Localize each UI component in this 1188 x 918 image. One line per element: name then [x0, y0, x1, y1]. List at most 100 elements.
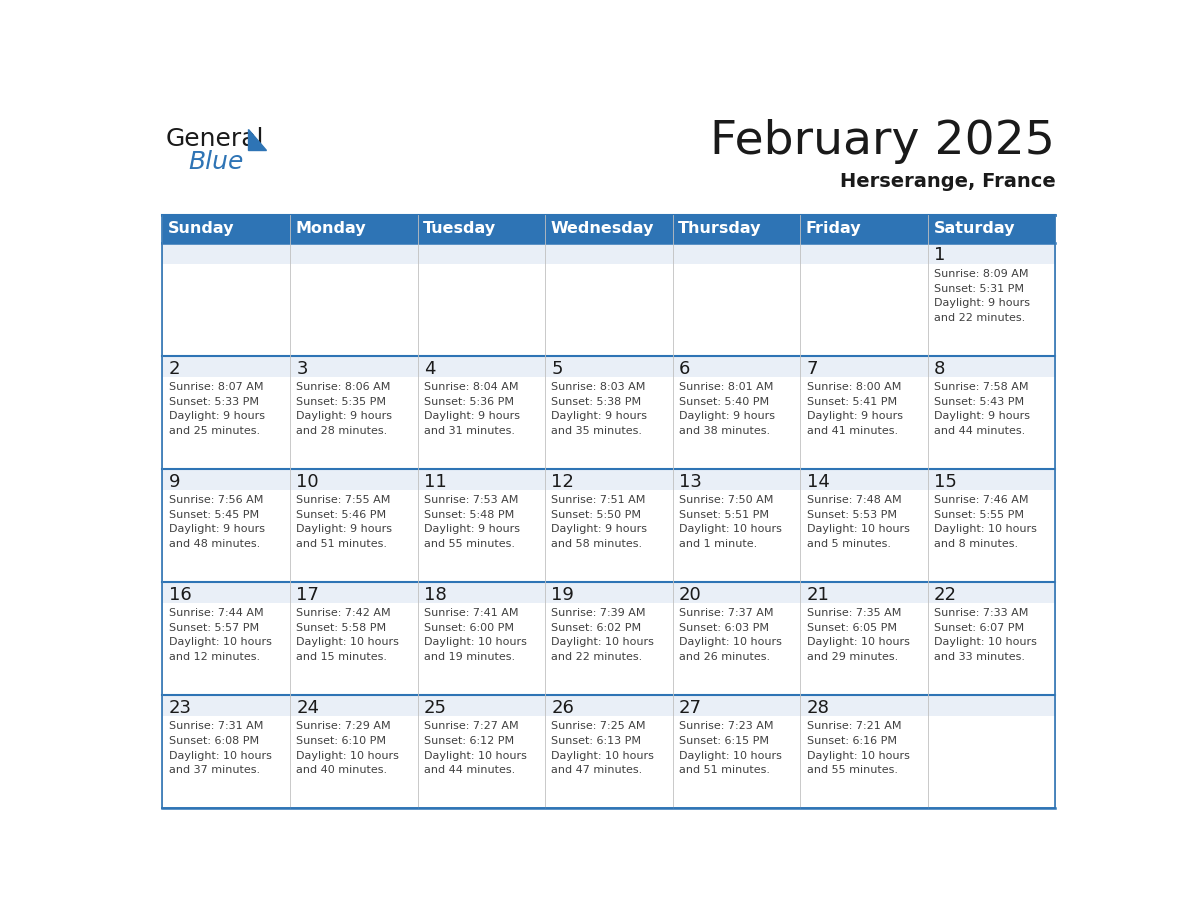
Bar [545, 264, 672, 355]
Text: 9: 9 [169, 473, 181, 490]
Bar [545, 469, 672, 490]
Bar [801, 695, 928, 716]
Bar [417, 695, 545, 716]
Bar [672, 582, 801, 603]
Bar [417, 490, 545, 582]
Bar [545, 490, 672, 582]
Text: 8: 8 [934, 360, 946, 377]
Bar [545, 716, 672, 808]
Bar [163, 603, 290, 695]
Text: Sunrise: 7:21 AM
Sunset: 6:16 PM
Daylight: 10 hours
and 55 minutes.: Sunrise: 7:21 AM Sunset: 6:16 PM Dayligh… [807, 721, 910, 776]
Text: 17: 17 [296, 586, 320, 604]
Text: Sunrise: 7:50 AM
Sunset: 5:51 PM
Daylight: 10 hours
and 1 minute.: Sunrise: 7:50 AM Sunset: 5:51 PM Dayligh… [680, 495, 782, 549]
Bar [163, 264, 290, 355]
Text: 16: 16 [169, 586, 191, 604]
Bar [290, 264, 417, 355]
Text: 15: 15 [934, 473, 958, 490]
Bar [290, 716, 417, 808]
Text: Sunrise: 8:07 AM
Sunset: 5:33 PM
Daylight: 9 hours
and 25 minutes.: Sunrise: 8:07 AM Sunset: 5:33 PM Dayligh… [169, 382, 265, 436]
Text: Sunrise: 7:58 AM
Sunset: 5:43 PM
Daylight: 9 hours
and 44 minutes.: Sunrise: 7:58 AM Sunset: 5:43 PM Dayligh… [934, 382, 1030, 436]
Bar [163, 490, 290, 582]
Text: Blue: Blue [189, 150, 245, 174]
Bar [163, 716, 290, 808]
Bar [801, 355, 928, 377]
Text: Sunrise: 8:06 AM
Sunset: 5:35 PM
Daylight: 9 hours
and 28 minutes.: Sunrise: 8:06 AM Sunset: 5:35 PM Dayligh… [296, 382, 392, 436]
Text: Sunrise: 7:56 AM
Sunset: 5:45 PM
Daylight: 9 hours
and 48 minutes.: Sunrise: 7:56 AM Sunset: 5:45 PM Dayligh… [169, 495, 265, 549]
Bar [801, 469, 928, 490]
Bar [417, 716, 545, 808]
Bar [672, 716, 801, 808]
Bar [290, 469, 417, 490]
Text: Wednesday: Wednesday [551, 221, 655, 237]
Text: Thursday: Thursday [678, 221, 762, 237]
Text: Sunrise: 7:48 AM
Sunset: 5:53 PM
Daylight: 10 hours
and 5 minutes.: Sunrise: 7:48 AM Sunset: 5:53 PM Dayligh… [807, 495, 910, 549]
Text: 5: 5 [551, 360, 563, 377]
Text: Sunrise: 8:04 AM
Sunset: 5:36 PM
Daylight: 9 hours
and 31 minutes.: Sunrise: 8:04 AM Sunset: 5:36 PM Dayligh… [424, 382, 520, 436]
Text: Sunrise: 7:42 AM
Sunset: 5:58 PM
Daylight: 10 hours
and 15 minutes.: Sunrise: 7:42 AM Sunset: 5:58 PM Dayligh… [296, 608, 399, 662]
Text: Monday: Monday [296, 221, 366, 237]
Text: Sunrise: 8:09 AM
Sunset: 5:31 PM
Daylight: 9 hours
and 22 minutes.: Sunrise: 8:09 AM Sunset: 5:31 PM Dayligh… [934, 269, 1030, 323]
Text: Saturday: Saturday [934, 221, 1015, 237]
Bar [163, 377, 290, 469]
Text: Tuesday: Tuesday [423, 221, 497, 237]
Text: Sunrise: 7:41 AM
Sunset: 6:00 PM
Daylight: 10 hours
and 19 minutes.: Sunrise: 7:41 AM Sunset: 6:00 PM Dayligh… [424, 608, 526, 662]
Text: 14: 14 [807, 473, 829, 490]
Bar [545, 582, 672, 603]
Bar [801, 264, 928, 355]
Text: Sunrise: 8:00 AM
Sunset: 5:41 PM
Daylight: 9 hours
and 41 minutes.: Sunrise: 8:00 AM Sunset: 5:41 PM Dayligh… [807, 382, 903, 436]
Text: Sunrise: 7:23 AM
Sunset: 6:15 PM
Daylight: 10 hours
and 51 minutes.: Sunrise: 7:23 AM Sunset: 6:15 PM Dayligh… [680, 721, 782, 776]
Text: Sunrise: 8:03 AM
Sunset: 5:38 PM
Daylight: 9 hours
and 35 minutes.: Sunrise: 8:03 AM Sunset: 5:38 PM Dayligh… [551, 382, 647, 436]
Text: 26: 26 [551, 699, 574, 717]
Text: 19: 19 [551, 586, 574, 604]
Text: General: General [165, 127, 264, 151]
Text: Sunrise: 7:25 AM
Sunset: 6:13 PM
Daylight: 10 hours
and 47 minutes.: Sunrise: 7:25 AM Sunset: 6:13 PM Dayligh… [551, 721, 655, 776]
Text: 2: 2 [169, 360, 181, 377]
Bar [545, 242, 672, 264]
Bar [290, 490, 417, 582]
Text: 23: 23 [169, 699, 191, 717]
Bar [163, 215, 1055, 242]
Bar [801, 603, 928, 695]
Bar [672, 242, 801, 264]
Bar [928, 242, 1055, 264]
Text: 10: 10 [296, 473, 320, 490]
Bar [163, 242, 290, 264]
Text: Sunrise: 7:53 AM
Sunset: 5:48 PM
Daylight: 9 hours
and 55 minutes.: Sunrise: 7:53 AM Sunset: 5:48 PM Dayligh… [424, 495, 520, 549]
Bar [672, 264, 801, 355]
Text: Herserange, France: Herserange, France [840, 172, 1055, 191]
Text: 21: 21 [807, 586, 829, 604]
Text: 1: 1 [934, 246, 946, 264]
Bar [417, 242, 545, 264]
Text: Sunrise: 7:31 AM
Sunset: 6:08 PM
Daylight: 10 hours
and 37 minutes.: Sunrise: 7:31 AM Sunset: 6:08 PM Dayligh… [169, 721, 272, 776]
Bar [672, 355, 801, 377]
Text: 7: 7 [807, 360, 819, 377]
Bar [290, 582, 417, 603]
Text: Sunrise: 7:44 AM
Sunset: 5:57 PM
Daylight: 10 hours
and 12 minutes.: Sunrise: 7:44 AM Sunset: 5:57 PM Dayligh… [169, 608, 272, 662]
Bar [928, 582, 1055, 603]
Text: 22: 22 [934, 586, 958, 604]
Bar [928, 695, 1055, 716]
Bar [290, 377, 417, 469]
Bar [928, 355, 1055, 377]
Text: 20: 20 [680, 586, 702, 604]
Text: 4: 4 [424, 360, 436, 377]
Bar [672, 469, 801, 490]
Bar [928, 377, 1055, 469]
Bar [801, 490, 928, 582]
Text: Sunrise: 7:29 AM
Sunset: 6:10 PM
Daylight: 10 hours
and 40 minutes.: Sunrise: 7:29 AM Sunset: 6:10 PM Dayligh… [296, 721, 399, 776]
Bar [163, 582, 290, 603]
Bar [417, 377, 545, 469]
Text: 28: 28 [807, 699, 829, 717]
Bar [928, 716, 1055, 808]
Bar [928, 264, 1055, 355]
Bar [417, 469, 545, 490]
Bar [928, 603, 1055, 695]
Bar [290, 242, 417, 264]
Text: Friday: Friday [805, 221, 861, 237]
Text: 13: 13 [680, 473, 702, 490]
Bar [545, 377, 672, 469]
Text: 25: 25 [424, 699, 447, 717]
Bar [928, 469, 1055, 490]
Bar [672, 695, 801, 716]
Bar [163, 355, 290, 377]
